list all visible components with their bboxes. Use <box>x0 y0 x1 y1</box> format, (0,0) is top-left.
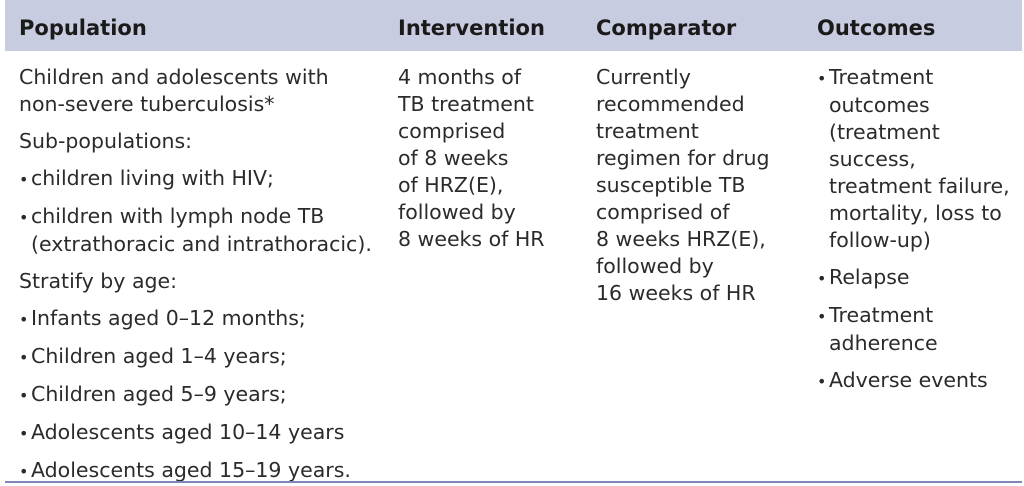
header-comparator: Comparator <box>596 16 737 40</box>
stratify-heading: Stratify by age: <box>19 269 178 293</box>
outcomes-cell: • Treatment outcomes (treatment success, … <box>817 64 1017 395</box>
bullet-icon: • <box>19 348 29 367</box>
bullet-icon: • <box>19 386 29 405</box>
header-population: Population <box>19 16 147 40</box>
outcome-item: • Treatment adherence <box>817 303 938 355</box>
age-group-item: • Children aged 5–9 years; <box>19 381 389 409</box>
bullet-icon: • <box>817 269 827 288</box>
sub-populations-heading: Sub-populations: <box>19 129 193 153</box>
table-bottom-rule <box>5 481 1022 483</box>
header-outcomes: Outcomes <box>817 16 936 40</box>
age-group-item: • Infants aged 0–12 months; <box>19 305 389 333</box>
sub-population-item: • children living with HIV; <box>19 165 389 193</box>
population-intro-line: non-severe tuberculosis* <box>19 92 275 116</box>
bullet-icon: • <box>817 69 827 88</box>
age-group-item: • Children aged 1–4 years; <box>19 343 389 371</box>
header-intervention: Intervention <box>398 16 545 40</box>
outcome-item: • Relapse <box>817 264 1017 292</box>
bullet-icon: • <box>817 307 827 326</box>
outcome-item: • Adverse events <box>817 367 1017 395</box>
age-group-item: • Adolescents aged 15–19 years. <box>19 457 389 485</box>
bullet-icon: • <box>19 462 29 481</box>
population-cell: Children and adolescents with non-severe… <box>19 64 389 485</box>
bullet-icon: • <box>817 372 827 391</box>
bullet-icon: • <box>19 208 29 227</box>
age-group-item: • Adolescents aged 10–14 years <box>19 419 389 447</box>
intervention-cell: 4 months of TB treatment comprised of 8 … <box>398 65 545 251</box>
population-intro-line: Children and adolescents with <box>19 65 329 89</box>
bullet-icon: • <box>19 170 29 189</box>
comparator-cell: Currently recommended treatment regimen … <box>596 65 770 305</box>
outcome-item: • Treatment outcomes (treatment success, … <box>817 65 1010 252</box>
table-header-row <box>5 0 1022 51</box>
bullet-icon: • <box>19 424 29 443</box>
sub-population-item: • children with lymph node TB (extrathora… <box>19 204 372 256</box>
bullet-icon: • <box>19 310 29 329</box>
